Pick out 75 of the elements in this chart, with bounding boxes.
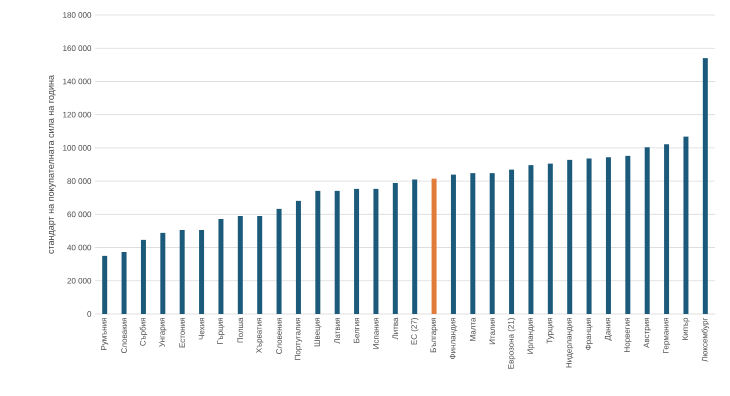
y-tick-label: 80 000 bbox=[67, 178, 92, 184]
x-tick-label: Унгария bbox=[159, 318, 166, 347]
bar bbox=[606, 157, 611, 314]
bar bbox=[296, 200, 301, 314]
x-tick-label: Естония bbox=[179, 318, 185, 348]
x-tick-label: Хърватия bbox=[256, 318, 264, 354]
x-tick-label: Словакия bbox=[121, 318, 127, 354]
x-tick-label: Словения bbox=[276, 318, 282, 354]
y-tick-label: 20 000 bbox=[67, 278, 92, 284]
x-tick-label: Латвия bbox=[334, 318, 340, 344]
bar bbox=[392, 182, 398, 314]
x-tick-label: Нидерландия bbox=[566, 318, 574, 368]
bar bbox=[354, 188, 360, 314]
y-tick-label: 100 000 bbox=[63, 145, 92, 151]
bar bbox=[373, 188, 378, 314]
x-tick-label: Дания bbox=[604, 318, 612, 341]
bar bbox=[180, 230, 185, 314]
x-tick-label: Белгия bbox=[354, 318, 360, 343]
x-tick-label: Германия bbox=[662, 318, 670, 353]
x-tick-label: Ирландия bbox=[527, 318, 535, 354]
x-tick-label: Кипър bbox=[682, 318, 690, 340]
y-tick-label: 120 000 bbox=[63, 112, 92, 118]
bar bbox=[450, 174, 456, 314]
bar bbox=[432, 178, 437, 314]
x-tick-label: Австрия bbox=[644, 318, 651, 348]
x-tick-label: Финландия bbox=[450, 318, 458, 360]
bar bbox=[509, 170, 514, 314]
bar bbox=[122, 252, 127, 314]
x-tick-label: Румъния bbox=[101, 318, 108, 350]
x-tick-label: Швеция bbox=[314, 318, 322, 346]
x-tick-label: Люксембург bbox=[702, 318, 710, 362]
x-tick-label: Норвегия bbox=[624, 318, 632, 352]
bar bbox=[490, 173, 495, 314]
bar bbox=[199, 230, 204, 314]
bar bbox=[160, 232, 166, 314]
x-tick-label: Еврозона (21) bbox=[508, 318, 516, 369]
x-tick-label: Италия bbox=[489, 318, 495, 344]
bar bbox=[567, 160, 572, 314]
bar bbox=[276, 208, 282, 314]
y-tick-label: 60 000 bbox=[67, 212, 92, 218]
x-tick-label: Франция bbox=[585, 318, 593, 350]
x-tick-label: Турция bbox=[546, 318, 554, 344]
bar bbox=[218, 218, 224, 314]
bar bbox=[683, 136, 688, 314]
bar bbox=[586, 158, 592, 314]
x-tick-label: България bbox=[430, 318, 438, 352]
y-tick-label: 180 000 bbox=[63, 12, 92, 18]
y-tick-label: 40 000 bbox=[67, 244, 92, 250]
bar bbox=[664, 144, 670, 314]
bar bbox=[102, 256, 108, 314]
bar bbox=[644, 147, 650, 314]
y-axis-title: стандарт на покупателната сила на година bbox=[48, 75, 56, 254]
x-tick-label: Литва bbox=[392, 318, 398, 340]
x-tick-label: Гърция bbox=[217, 318, 225, 344]
y-tick-label: 0 bbox=[87, 311, 92, 317]
bar bbox=[412, 179, 418, 314]
bar bbox=[470, 173, 476, 314]
x-tick-label: Португалия bbox=[294, 318, 302, 360]
x-tick-label: Малта bbox=[470, 318, 476, 341]
bar bbox=[140, 240, 146, 314]
x-tick-label: Чехия bbox=[198, 318, 204, 340]
x-tick-label: Испания bbox=[373, 318, 379, 349]
bar bbox=[334, 190, 340, 314]
bar bbox=[238, 216, 243, 314]
bar bbox=[625, 156, 630, 314]
y-tick-label: 140 000 bbox=[63, 78, 92, 84]
bar bbox=[548, 164, 553, 314]
x-tick-label: Полша bbox=[238, 318, 244, 342]
bar bbox=[315, 190, 320, 314]
bar bbox=[528, 165, 534, 314]
x-tick-label: Сърбия bbox=[140, 318, 148, 346]
x-tick-label: ЕС (27) bbox=[410, 318, 418, 344]
bar bbox=[257, 216, 262, 314]
y-tick-label: 160 000 bbox=[63, 45, 92, 52]
bar bbox=[702, 58, 708, 314]
